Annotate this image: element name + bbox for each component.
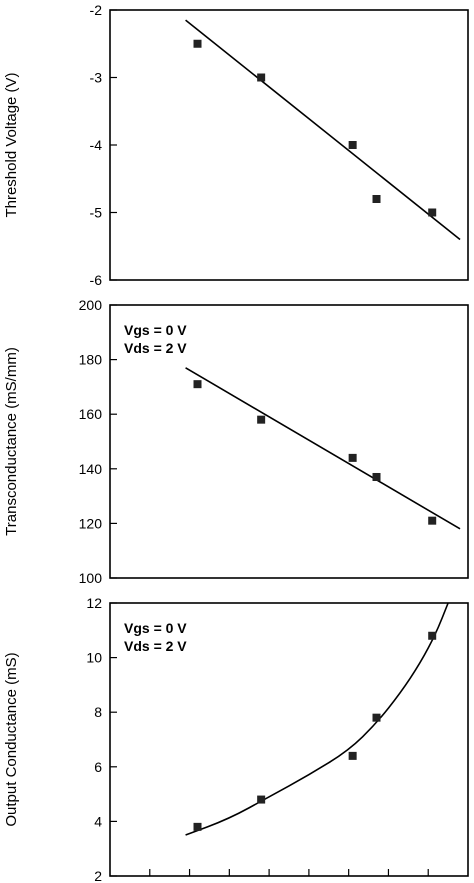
transconductance-y-tick-label: 200 xyxy=(79,297,103,313)
output-conductance-panel: 12 10 8 6 4 2 Output Conductance (mS) Vgs = 0 V… xyxy=(3,595,469,883)
transconductance-y-tick-label: 120 xyxy=(79,515,103,531)
transconductance-data-point xyxy=(257,415,266,424)
threshold-y-axis-label: Threshold Voltage (V) xyxy=(3,72,20,217)
output-conductance-data-point xyxy=(372,713,381,722)
threshold-data-point xyxy=(348,141,357,149)
threshold-y-tick-label: -5 xyxy=(90,205,103,221)
output-conductance-data-point xyxy=(348,751,357,760)
output-conductance-data-point xyxy=(428,631,437,640)
output-conductance-y-tick-label: 12 xyxy=(86,595,102,611)
transconductance-y-axis-label: Transconductance (mS/mm) xyxy=(3,347,20,536)
output-conductance-annotation: Vds = 2 V xyxy=(124,638,187,654)
transconductance-y-tick-label: 100 xyxy=(79,570,103,586)
transconductance-data-point xyxy=(193,380,202,389)
threshold-y-tick-label: -2 xyxy=(90,2,103,18)
transconductance-annotation: Vds = 2 V xyxy=(124,340,187,356)
transconductance-fit-line xyxy=(185,367,461,530)
output-conductance-plot-frame xyxy=(109,602,469,877)
threshold-data-point xyxy=(193,39,202,48)
threshold-data-point xyxy=(372,195,381,203)
transconductance-panel: 200 180 160 140 120 100 Transconductance (mS/m… xyxy=(3,297,469,586)
output-conductance-annotation: Vgs = 0 V xyxy=(124,620,187,636)
output-conductance-y-tick-label: 2 xyxy=(94,868,102,883)
transconductance-y-tick-label: 140 xyxy=(79,461,103,477)
output-conductance-fit-curve xyxy=(185,602,449,836)
output-conductance-y-axis-label: Output Conductance (mS) xyxy=(3,652,20,826)
threshold-y-tick-label: -6 xyxy=(90,272,103,288)
threshold-y-tick-label: -4 xyxy=(90,137,103,153)
threshold-y-tick-label: -3 xyxy=(90,70,103,86)
output-conductance-y-tick-label: 8 xyxy=(94,704,102,720)
transconductance-y-tick-label: 180 xyxy=(79,352,103,368)
transconductance-data-point xyxy=(372,472,381,481)
output-conductance-data-point xyxy=(257,795,266,804)
output-conductance-data-point xyxy=(193,822,202,831)
output-conductance-y-tick-label: 4 xyxy=(94,813,102,829)
output-conductance-y-tick-label: 10 xyxy=(86,650,102,666)
threshold-plot-frame xyxy=(109,9,469,281)
transconductance-data-point xyxy=(348,453,357,462)
threshold-data-point xyxy=(257,73,266,82)
threshold-data-point xyxy=(428,208,437,217)
transconductance-data-point xyxy=(428,516,437,525)
transconductance-plot-frame xyxy=(109,304,469,579)
transconductance-y-tick-label: 160 xyxy=(79,406,103,422)
output-conductance-y-tick-label: 6 xyxy=(94,759,102,775)
threshold-fit-line xyxy=(185,19,461,241)
threshold-voltage-panel: -2 -3 -4 -5 -6 Threshold Voltage (V) xyxy=(3,2,469,288)
transconductance-annotation: Vgs = 0 V xyxy=(124,322,187,338)
